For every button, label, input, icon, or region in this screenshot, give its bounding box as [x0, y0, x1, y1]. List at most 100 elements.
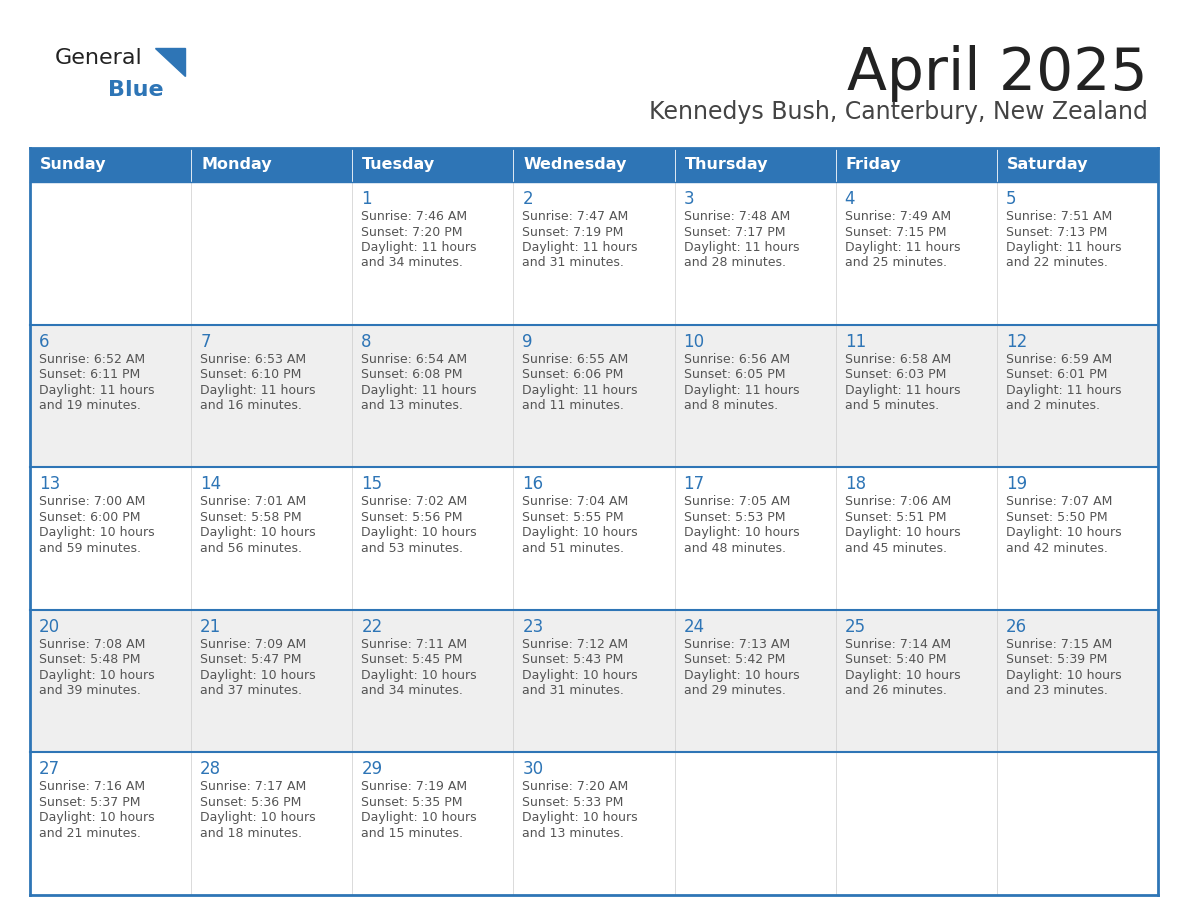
- Text: Daylight: 10 hours: Daylight: 10 hours: [523, 812, 638, 824]
- Text: Monday: Monday: [201, 158, 272, 173]
- Text: Sunset: 5:39 PM: Sunset: 5:39 PM: [1006, 654, 1107, 666]
- Text: 25: 25: [845, 618, 866, 636]
- Polygon shape: [154, 48, 185, 76]
- Text: Sunset: 6:11 PM: Sunset: 6:11 PM: [39, 368, 140, 381]
- Text: Daylight: 10 hours: Daylight: 10 hours: [361, 812, 476, 824]
- Text: and 21 minutes.: and 21 minutes.: [39, 827, 141, 840]
- Bar: [30, 467, 1158, 610]
- Text: Sunset: 5:51 PM: Sunset: 5:51 PM: [845, 510, 946, 523]
- Bar: [353, 148, 513, 182]
- Text: Daylight: 10 hours: Daylight: 10 hours: [361, 526, 476, 539]
- Text: Sunset: 5:43 PM: Sunset: 5:43 PM: [523, 654, 624, 666]
- Text: Sunset: 5:37 PM: Sunset: 5:37 PM: [39, 796, 140, 809]
- Text: 22: 22: [361, 618, 383, 636]
- Text: Sunset: 5:48 PM: Sunset: 5:48 PM: [39, 654, 140, 666]
- Text: and 18 minutes.: and 18 minutes.: [200, 827, 302, 840]
- Text: Daylight: 10 hours: Daylight: 10 hours: [1006, 669, 1121, 682]
- Text: Sunset: 6:00 PM: Sunset: 6:00 PM: [39, 510, 140, 523]
- Text: Sunset: 7:15 PM: Sunset: 7:15 PM: [845, 226, 946, 239]
- Text: and 31 minutes.: and 31 minutes.: [523, 684, 625, 698]
- Text: Daylight: 11 hours: Daylight: 11 hours: [523, 384, 638, 397]
- Text: Sunrise: 6:52 AM: Sunrise: 6:52 AM: [39, 353, 145, 365]
- Text: Sunrise: 7:08 AM: Sunrise: 7:08 AM: [39, 638, 145, 651]
- Text: and 2 minutes.: and 2 minutes.: [1006, 399, 1100, 412]
- Text: Sunset: 5:53 PM: Sunset: 5:53 PM: [683, 510, 785, 523]
- Text: 18: 18: [845, 476, 866, 493]
- Text: Sunrise: 7:48 AM: Sunrise: 7:48 AM: [683, 210, 790, 223]
- Text: and 34 minutes.: and 34 minutes.: [361, 256, 463, 270]
- Text: Sunset: 5:35 PM: Sunset: 5:35 PM: [361, 796, 463, 809]
- Bar: [30, 610, 1158, 753]
- Bar: [513, 148, 675, 182]
- Text: and 15 minutes.: and 15 minutes.: [361, 827, 463, 840]
- Text: and 45 minutes.: and 45 minutes.: [845, 542, 947, 554]
- Text: Wednesday: Wednesday: [524, 158, 627, 173]
- Text: Sunrise: 7:01 AM: Sunrise: 7:01 AM: [200, 495, 307, 509]
- Text: Sunset: 6:03 PM: Sunset: 6:03 PM: [845, 368, 946, 381]
- Bar: [30, 325, 1158, 467]
- Text: Daylight: 10 hours: Daylight: 10 hours: [845, 669, 960, 682]
- Text: Sunset: 5:47 PM: Sunset: 5:47 PM: [200, 654, 302, 666]
- Text: Sunset: 7:13 PM: Sunset: 7:13 PM: [1006, 226, 1107, 239]
- Text: Sunday: Sunday: [40, 158, 107, 173]
- Text: Sunset: 5:56 PM: Sunset: 5:56 PM: [361, 510, 463, 523]
- Text: Sunset: 6:05 PM: Sunset: 6:05 PM: [683, 368, 785, 381]
- Text: Daylight: 10 hours: Daylight: 10 hours: [39, 526, 154, 539]
- Text: Daylight: 11 hours: Daylight: 11 hours: [200, 384, 316, 397]
- Text: Sunset: 6:06 PM: Sunset: 6:06 PM: [523, 368, 624, 381]
- Text: and 13 minutes.: and 13 minutes.: [523, 827, 625, 840]
- Text: Blue: Blue: [108, 80, 164, 100]
- Text: Daylight: 11 hours: Daylight: 11 hours: [361, 241, 476, 254]
- Text: and 26 minutes.: and 26 minutes.: [845, 684, 947, 698]
- Text: Sunset: 5:55 PM: Sunset: 5:55 PM: [523, 510, 624, 523]
- Text: Sunrise: 7:12 AM: Sunrise: 7:12 AM: [523, 638, 628, 651]
- Text: Daylight: 11 hours: Daylight: 11 hours: [683, 241, 800, 254]
- Text: Thursday: Thursday: [684, 158, 769, 173]
- Bar: [30, 753, 1158, 895]
- Text: and 16 minutes.: and 16 minutes.: [200, 399, 302, 412]
- Text: Sunrise: 6:56 AM: Sunrise: 6:56 AM: [683, 353, 790, 365]
- Bar: [30, 182, 1158, 325]
- Text: April 2025: April 2025: [847, 45, 1148, 102]
- Text: Sunset: 6:10 PM: Sunset: 6:10 PM: [200, 368, 302, 381]
- Text: and 11 minutes.: and 11 minutes.: [523, 399, 625, 412]
- Bar: [835, 148, 997, 182]
- Text: 13: 13: [39, 476, 61, 493]
- Text: and 22 minutes.: and 22 minutes.: [1006, 256, 1107, 270]
- Text: Daylight: 11 hours: Daylight: 11 hours: [1006, 241, 1121, 254]
- Text: Saturday: Saturday: [1007, 158, 1088, 173]
- Text: Sunset: 5:42 PM: Sunset: 5:42 PM: [683, 654, 785, 666]
- Text: Sunset: 5:40 PM: Sunset: 5:40 PM: [845, 654, 946, 666]
- Text: Sunrise: 7:02 AM: Sunrise: 7:02 AM: [361, 495, 468, 509]
- Text: and 19 minutes.: and 19 minutes.: [39, 399, 141, 412]
- Text: and 59 minutes.: and 59 minutes.: [39, 542, 141, 554]
- Text: 7: 7: [200, 332, 210, 351]
- Text: Daylight: 10 hours: Daylight: 10 hours: [523, 526, 638, 539]
- Text: Sunrise: 7:05 AM: Sunrise: 7:05 AM: [683, 495, 790, 509]
- Text: Daylight: 10 hours: Daylight: 10 hours: [523, 669, 638, 682]
- Text: Sunrise: 7:51 AM: Sunrise: 7:51 AM: [1006, 210, 1112, 223]
- Text: 6: 6: [39, 332, 50, 351]
- Text: Sunrise: 7:06 AM: Sunrise: 7:06 AM: [845, 495, 950, 509]
- Text: Sunrise: 6:58 AM: Sunrise: 6:58 AM: [845, 353, 950, 365]
- Bar: [997, 148, 1158, 182]
- Text: 4: 4: [845, 190, 855, 208]
- Text: 24: 24: [683, 618, 704, 636]
- Text: Sunset: 7:20 PM: Sunset: 7:20 PM: [361, 226, 463, 239]
- Text: General: General: [55, 48, 143, 68]
- Bar: [30, 148, 191, 182]
- Text: Sunrise: 7:14 AM: Sunrise: 7:14 AM: [845, 638, 950, 651]
- Text: Sunrise: 7:07 AM: Sunrise: 7:07 AM: [1006, 495, 1112, 509]
- Text: Daylight: 10 hours: Daylight: 10 hours: [200, 526, 316, 539]
- Text: Daylight: 10 hours: Daylight: 10 hours: [361, 669, 476, 682]
- Text: and 8 minutes.: and 8 minutes.: [683, 399, 778, 412]
- Text: Daylight: 10 hours: Daylight: 10 hours: [200, 669, 316, 682]
- Text: and 5 minutes.: and 5 minutes.: [845, 399, 939, 412]
- Text: Friday: Friday: [846, 158, 902, 173]
- Text: Sunset: 5:33 PM: Sunset: 5:33 PM: [523, 796, 624, 809]
- Text: 1: 1: [361, 190, 372, 208]
- Text: Sunset: 7:17 PM: Sunset: 7:17 PM: [683, 226, 785, 239]
- Text: Daylight: 10 hours: Daylight: 10 hours: [683, 526, 800, 539]
- Text: 14: 14: [200, 476, 221, 493]
- Text: and 34 minutes.: and 34 minutes.: [361, 684, 463, 698]
